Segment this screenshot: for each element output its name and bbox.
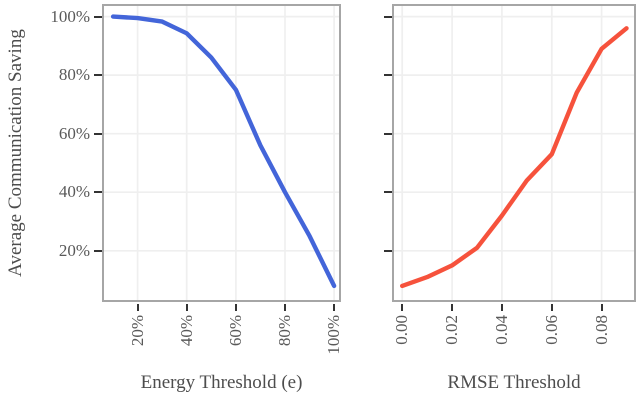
y-tick-label: 60%: [58, 123, 90, 143]
x-tick-label: 80%: [275, 315, 294, 347]
x-axis-title-energy: Energy Threshold (e): [140, 372, 303, 393]
y-tick-mark: [384, 249, 392, 252]
x-tick-label: 0.00: [392, 315, 412, 345]
x-tick-mark: [550, 304, 553, 311]
x-axis-title-rmse: RMSE Threshold: [447, 372, 581, 393]
panel-border: [102, 4, 341, 302]
y-tick-label: 100%: [50, 6, 90, 26]
y-tick-mark: [384, 74, 392, 77]
x-tick-label: 0.06: [541, 315, 561, 345]
x-tick-mark: [500, 304, 503, 311]
y-tick-mark: [94, 132, 102, 135]
avg-communication-saving-vs-rmse-line: [399, 26, 629, 289]
x-tick-mark: [600, 304, 603, 311]
x-tick-mark: [234, 304, 237, 311]
y-tick-mark: [384, 191, 392, 194]
y-tick-label: 80%: [58, 65, 90, 85]
x-tick-mark: [185, 304, 188, 311]
x-tick-label: 40%: [176, 315, 196, 347]
y-tick-label: 20%: [58, 240, 90, 260]
y-axis-title-text: Average Communication Saving: [5, 29, 26, 277]
gridlines: [392, 4, 636, 302]
x-tick-mark: [284, 304, 286, 311]
y-tick-mark: [94, 191, 102, 194]
x-tick-label: 0.08: [591, 315, 611, 345]
y-tick-mark: [94, 74, 102, 77]
y-tick-label: 40%: [58, 182, 90, 202]
y-tick-mark: [94, 249, 102, 252]
x-tick-label: 20%: [127, 315, 147, 347]
y-tick-mark: [94, 15, 102, 18]
chart-svg: [392, 4, 636, 302]
x-tick-mark: [333, 304, 336, 311]
y-tick-mark: [384, 15, 392, 18]
x-tick-label: 60%: [225, 315, 245, 347]
x-tick-mark: [136, 304, 139, 311]
x-tick-label: 0.02: [442, 315, 462, 345]
chart-svg: [102, 4, 341, 302]
x-tick-label: 100%: [324, 315, 344, 355]
panel-border: [392, 4, 636, 302]
energy-threshold-chart-panel: [102, 4, 341, 302]
x-tick-mark: [451, 304, 454, 311]
avg-communication-saving-vs-energy-line: [110, 14, 337, 289]
x-tick-label: 0.04: [491, 315, 511, 345]
y-tick-mark: [384, 132, 392, 135]
x-tick-mark: [401, 304, 404, 311]
rmse-threshold-chart-panel: [392, 4, 636, 302]
gridlines: [102, 4, 341, 302]
